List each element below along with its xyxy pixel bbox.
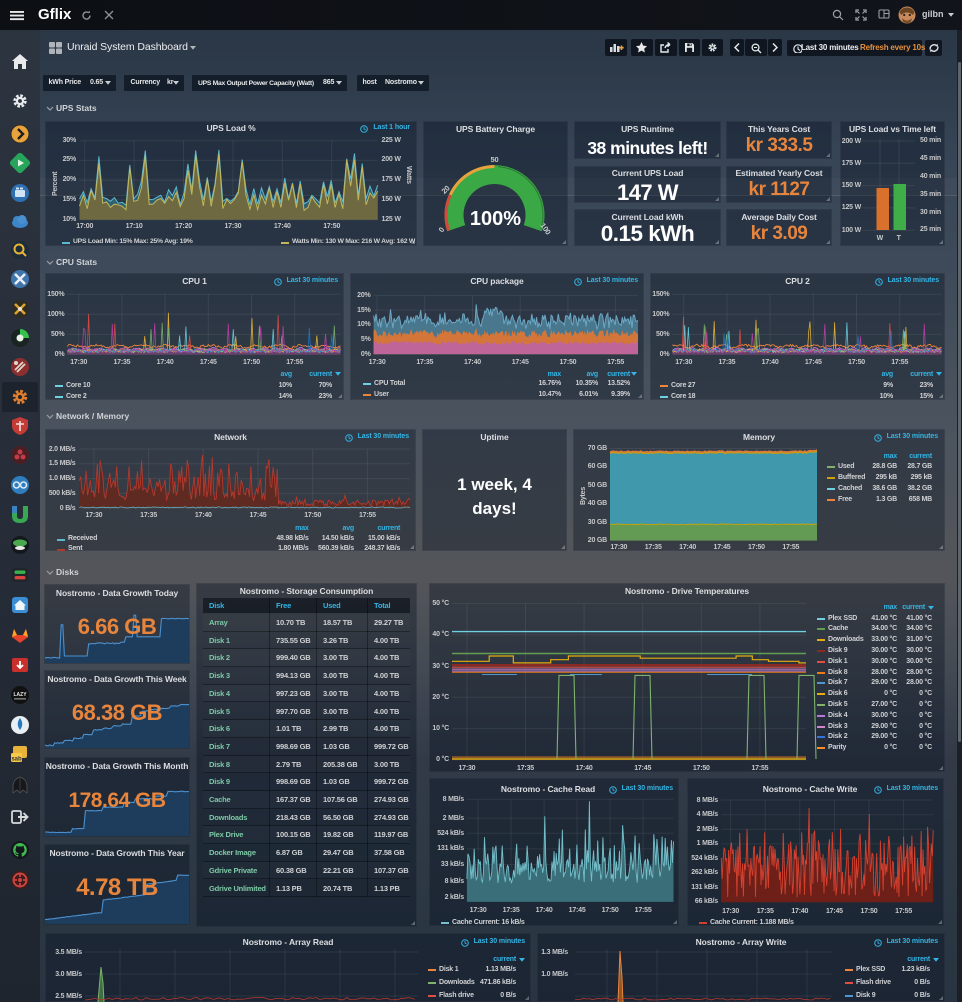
svg-text:LAZY: LAZY — [13, 692, 27, 698]
svg-text:sab: sab — [11, 757, 22, 763]
